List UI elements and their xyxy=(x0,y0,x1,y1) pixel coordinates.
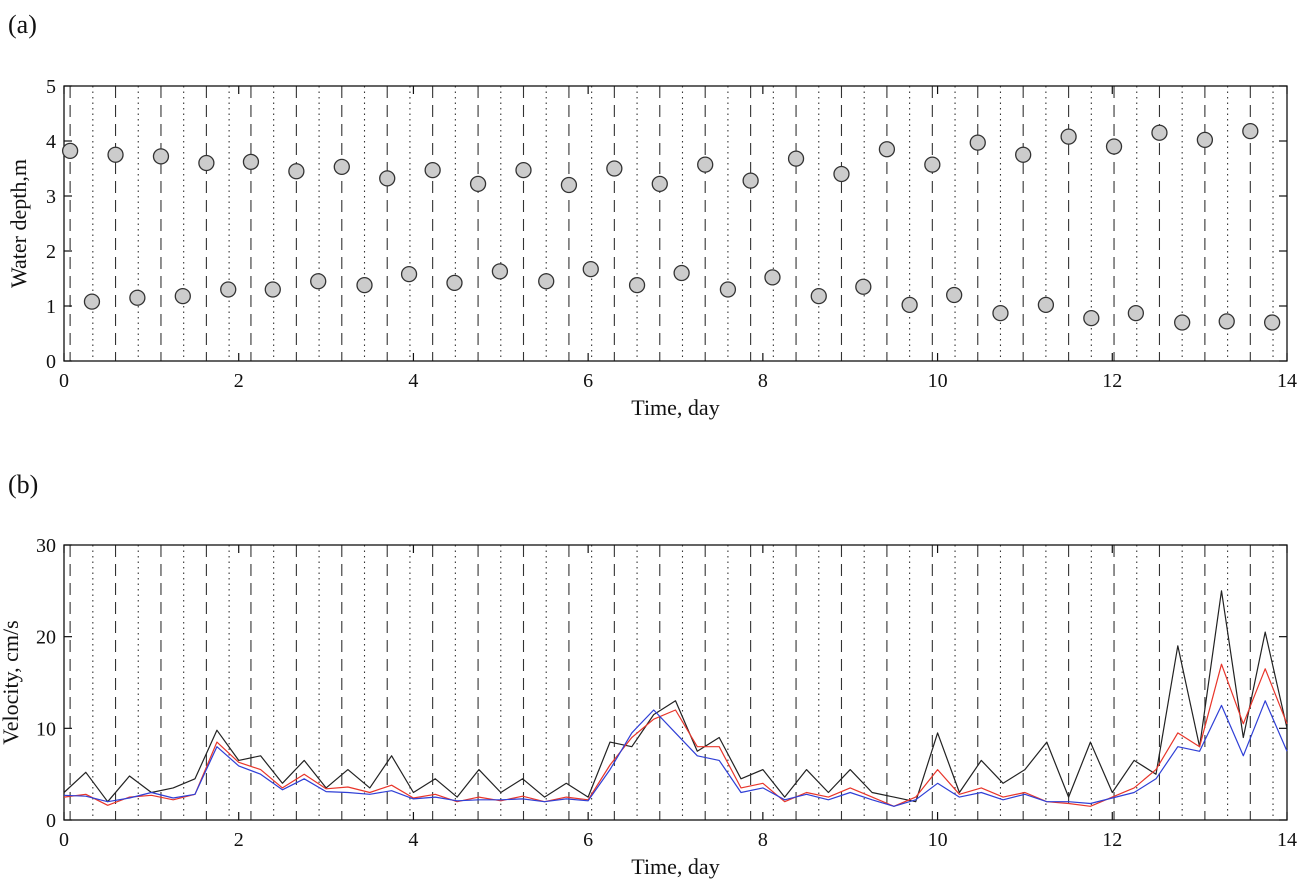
data-point xyxy=(379,170,396,187)
data-point xyxy=(992,304,1009,322)
x-tick-label: 8 xyxy=(758,829,768,851)
x-tick-label: 2 xyxy=(234,829,244,851)
x-tick-label: 6 xyxy=(583,829,593,851)
data-point xyxy=(446,274,463,292)
data-point xyxy=(400,265,418,283)
y-tick-label: 10 xyxy=(36,718,56,740)
x-tick-label: 6 xyxy=(583,370,593,392)
data-point xyxy=(1263,314,1281,331)
plot-frame xyxy=(63,544,1288,821)
data-point xyxy=(651,175,668,193)
y-tick-label: 4 xyxy=(46,131,56,153)
y-axis-title: Water depth,m xyxy=(6,159,31,288)
y-tick-label: 0 xyxy=(46,351,56,373)
panel-b-label: (b) xyxy=(8,470,39,499)
data-point xyxy=(356,276,373,294)
y-axis-title: Velocity, cm/s xyxy=(0,620,23,744)
data-point xyxy=(628,276,646,294)
data-point xyxy=(174,287,191,305)
data-point xyxy=(333,158,350,176)
data-point xyxy=(742,172,759,189)
data-point xyxy=(1037,296,1055,314)
data-point xyxy=(1174,314,1191,331)
x-tick-label: 4 xyxy=(408,370,418,392)
data-point xyxy=(515,161,532,179)
data-point xyxy=(424,161,441,179)
series-line-2 xyxy=(63,663,1288,807)
data-point xyxy=(673,264,690,282)
data-point xyxy=(310,273,327,290)
series-line-1 xyxy=(63,590,1288,803)
data-point xyxy=(469,175,487,193)
data-point xyxy=(152,148,170,165)
data-point xyxy=(1127,304,1145,322)
data-point xyxy=(1218,313,1235,330)
data-point xyxy=(264,281,281,298)
data-point xyxy=(1151,124,1168,141)
x-tick-label: 0 xyxy=(59,370,69,392)
x-tick-label: 0 xyxy=(59,829,69,851)
data-point xyxy=(1105,138,1123,155)
data-point xyxy=(1196,131,1214,149)
x-tick-label: 14 xyxy=(1277,829,1297,851)
data-point xyxy=(855,278,872,295)
x-tick-label: 12 xyxy=(1102,370,1122,392)
x-tick-label: 10 xyxy=(928,829,948,851)
data-point xyxy=(198,154,215,172)
x-tick-label: 8 xyxy=(758,370,768,392)
x-tick-label: 14 xyxy=(1277,370,1297,392)
data-point xyxy=(560,176,578,194)
data-point xyxy=(901,296,918,314)
data-point xyxy=(1060,128,1077,145)
data-point xyxy=(491,263,509,280)
data-point xyxy=(129,289,146,306)
plot-frame xyxy=(63,85,1288,362)
x-tick-label: 2 xyxy=(234,370,244,392)
data-point xyxy=(878,141,896,158)
x-axis-title: Time, day xyxy=(631,854,719,879)
data-point xyxy=(697,156,714,173)
x-tick-label: 4 xyxy=(408,829,418,851)
data-point xyxy=(242,153,260,171)
y-tick-label: 30 xyxy=(36,535,56,557)
y-tick-label: 20 xyxy=(36,627,56,649)
x-axis-title: Time, day xyxy=(631,395,719,420)
data-point xyxy=(946,286,963,304)
data-point xyxy=(538,273,555,290)
data-point xyxy=(288,163,305,180)
data-point xyxy=(83,293,101,310)
data-point xyxy=(764,269,781,286)
data-point xyxy=(924,156,941,173)
data-point xyxy=(787,150,805,167)
data-point xyxy=(969,134,986,151)
data-point xyxy=(606,160,623,177)
panel-a-label: (a) xyxy=(8,10,37,39)
data-point xyxy=(220,281,237,298)
y-tick-label: 5 xyxy=(46,76,56,98)
data-point xyxy=(107,146,124,163)
data-point xyxy=(61,142,79,160)
x-tick-label: 12 xyxy=(1102,829,1122,851)
data-point xyxy=(833,165,850,183)
data-point xyxy=(582,260,599,278)
data-point xyxy=(810,287,827,305)
y-tick-label: 0 xyxy=(46,810,56,832)
x-tick-label: 10 xyxy=(928,370,948,392)
y-tick-label: 1 xyxy=(46,296,56,318)
y-tick-label: 2 xyxy=(46,241,56,263)
data-point xyxy=(719,281,737,298)
series-line-3 xyxy=(63,700,1288,807)
data-point xyxy=(1015,146,1032,163)
y-tick-label: 3 xyxy=(46,186,56,208)
data-point xyxy=(1242,122,1259,140)
data-point xyxy=(1083,309,1100,327)
